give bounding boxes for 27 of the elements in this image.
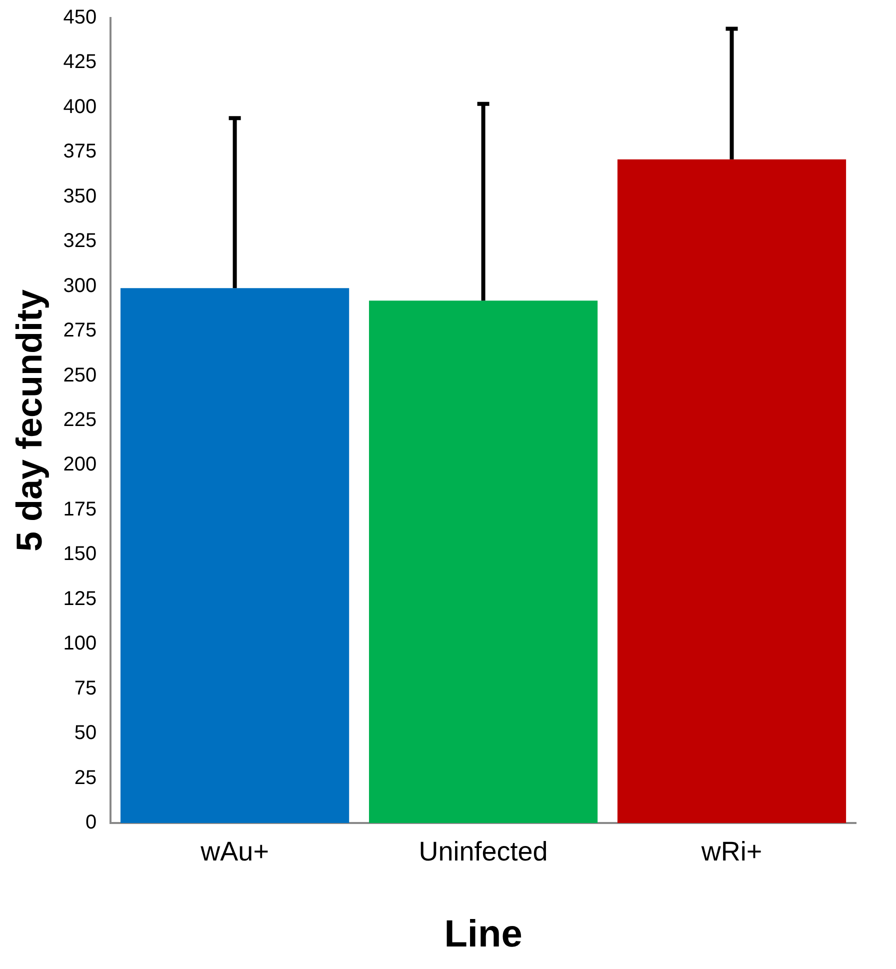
y-tick-label: 50 [74, 722, 97, 744]
y-axis-title: 5 day fecundity [8, 289, 50, 552]
x-axis-title: Line [444, 914, 522, 956]
y-tick-label: 175 [63, 498, 97, 520]
bar [120, 288, 350, 823]
y-tick-label: 275 [63, 320, 97, 342]
y-tick-label: 75 [74, 677, 97, 700]
y-tick-label: 250 [63, 364, 97, 386]
x-tick-label: Uninfected [418, 836, 548, 867]
x-tick-label: wRi+ [700, 836, 762, 867]
y-tick-label: 375 [63, 140, 97, 163]
y-tick-label: 25 [74, 766, 97, 789]
y-tick-label: 0 [85, 812, 97, 834]
y-tick-label: 425 [63, 51, 97, 74]
y-tick-label: 325 [63, 230, 97, 252]
bar [368, 300, 598, 823]
y-tick-label: 225 [63, 409, 97, 432]
y-tick-label: 200 [63, 454, 97, 476]
x-tick-label: wAu+ [200, 836, 269, 867]
bar [617, 159, 846, 823]
y-tick-label: 100 [63, 632, 97, 655]
y-tick-label: 150 [63, 543, 97, 566]
y-tick-label: 300 [63, 274, 97, 297]
y-tick-label: 125 [63, 588, 97, 610]
y-tick-label: 450 [63, 6, 97, 29]
y-tick-label: 400 [63, 96, 97, 118]
y-tick-label: 350 [63, 185, 97, 208]
